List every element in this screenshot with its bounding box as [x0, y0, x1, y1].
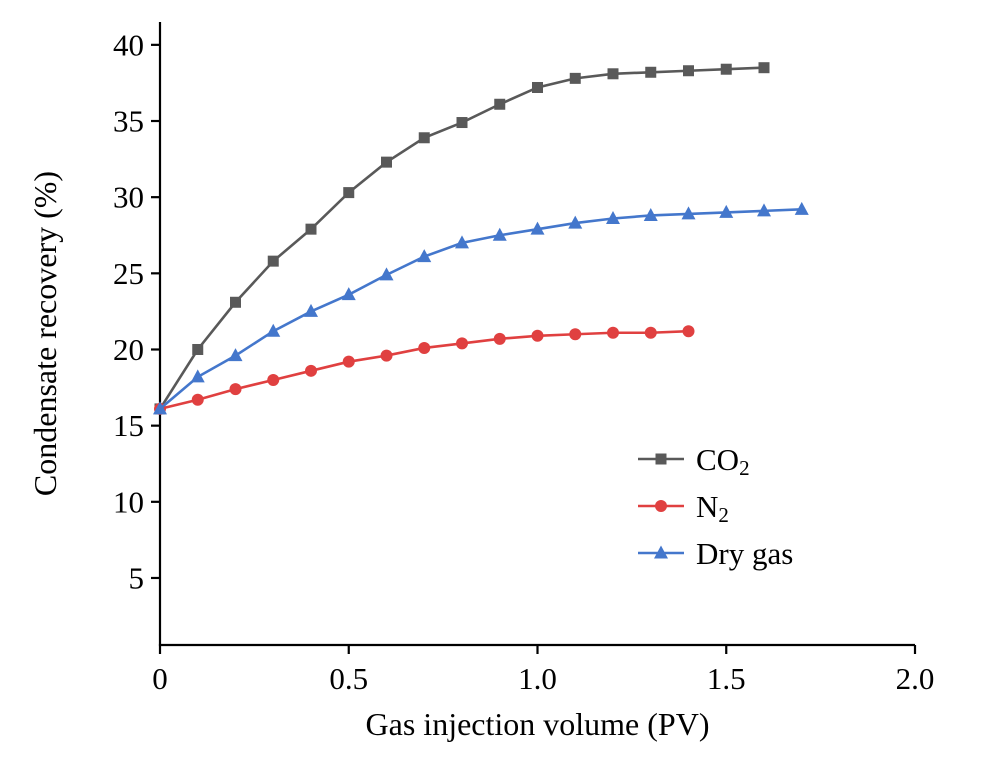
marker-triangle	[228, 348, 243, 362]
marker-square	[192, 343, 204, 355]
x-axis-title: Gas injection volume (PV)	[366, 706, 710, 742]
y-tick-label: 10	[113, 484, 144, 519]
marker-circle	[191, 393, 204, 406]
legend-label: CO2	[696, 442, 750, 481]
series-line	[159, 208, 802, 410]
marker-square	[305, 223, 317, 235]
x-tick-label: 2.0	[896, 661, 935, 696]
y-tick-label: 15	[113, 408, 144, 443]
marker-triangle	[341, 287, 356, 301]
y-axis-title: Condensate recovery (%)	[27, 171, 63, 496]
marker-square	[230, 296, 241, 308]
marker-triangle	[190, 369, 205, 383]
marker-triangle	[643, 207, 658, 221]
marker-circle	[607, 326, 619, 339]
marker-square	[267, 255, 279, 267]
marker-triangle	[417, 249, 432, 263]
marker-circle	[493, 332, 506, 345]
y-tick-label: 35	[113, 104, 144, 139]
marker-triangle	[606, 210, 620, 224]
marker-triangle	[455, 235, 469, 249]
legend-item-n2: N2	[638, 489, 729, 528]
marker-square	[494, 98, 506, 110]
marker-square	[645, 66, 657, 78]
marker-triangle	[530, 221, 545, 235]
legend-item-dry-gas: Dry gas	[638, 536, 793, 571]
marker-square	[418, 132, 430, 144]
legend-label: N2	[696, 489, 729, 528]
marker-square	[532, 81, 543, 93]
marker-triangle	[379, 267, 394, 281]
marker-circle	[305, 364, 317, 377]
x-tick-label: 0	[152, 661, 168, 696]
marker-square	[343, 187, 355, 199]
marker-triangle	[794, 201, 809, 215]
marker-square	[683, 65, 694, 77]
marker-circle	[418, 341, 431, 354]
marker-triangle	[153, 401, 167, 415]
marker-square	[607, 68, 619, 80]
marker-square	[720, 63, 732, 75]
legend: CO2 N2 Dry gas	[638, 442, 793, 571]
marker-triangle	[304, 303, 318, 317]
series-n2	[154, 325, 695, 415]
x-tick-label: 1.0	[518, 661, 557, 696]
marker-circle	[531, 329, 544, 342]
marker-square	[758, 62, 770, 74]
series-dry-gas	[153, 201, 809, 415]
marker-circle	[644, 326, 657, 339]
marker-circle	[342, 355, 355, 368]
marker-square	[655, 453, 667, 465]
marker-circle	[380, 349, 393, 362]
marker-circle	[267, 373, 280, 386]
y-tick-label: 20	[113, 332, 144, 367]
y-axis: 5 10 15 20 25 30 35 40	[113, 27, 160, 595]
legend-label: Dry gas	[696, 536, 793, 571]
x-tick-label: 0.5	[329, 661, 368, 696]
series-co2	[154, 62, 770, 415]
marker-triangle	[654, 545, 668, 559]
marker-triangle	[719, 204, 734, 218]
marker-circle	[655, 500, 667, 512]
marker-triangle	[757, 203, 771, 217]
marker-circle	[569, 328, 582, 341]
x-axis: 0 0.5 1.0 1.5 2.0	[152, 645, 934, 696]
y-tick-label: 25	[113, 256, 144, 291]
marker-triangle	[266, 323, 281, 337]
legend-item-co2: CO2	[638, 442, 750, 481]
x-tick-label: 1.5	[707, 661, 746, 696]
y-tick-label: 5	[129, 560, 145, 595]
marker-circle	[456, 337, 468, 350]
y-tick-label: 40	[113, 27, 144, 62]
marker-square	[381, 156, 392, 168]
marker-circle	[682, 325, 695, 338]
marker-square	[569, 72, 581, 84]
marker-triangle	[492, 227, 507, 241]
marker-square	[456, 117, 468, 129]
marker-triangle	[568, 215, 583, 229]
marker-triangle	[681, 206, 696, 220]
marker-circle	[229, 383, 242, 396]
y-tick-label: 30	[113, 180, 144, 215]
